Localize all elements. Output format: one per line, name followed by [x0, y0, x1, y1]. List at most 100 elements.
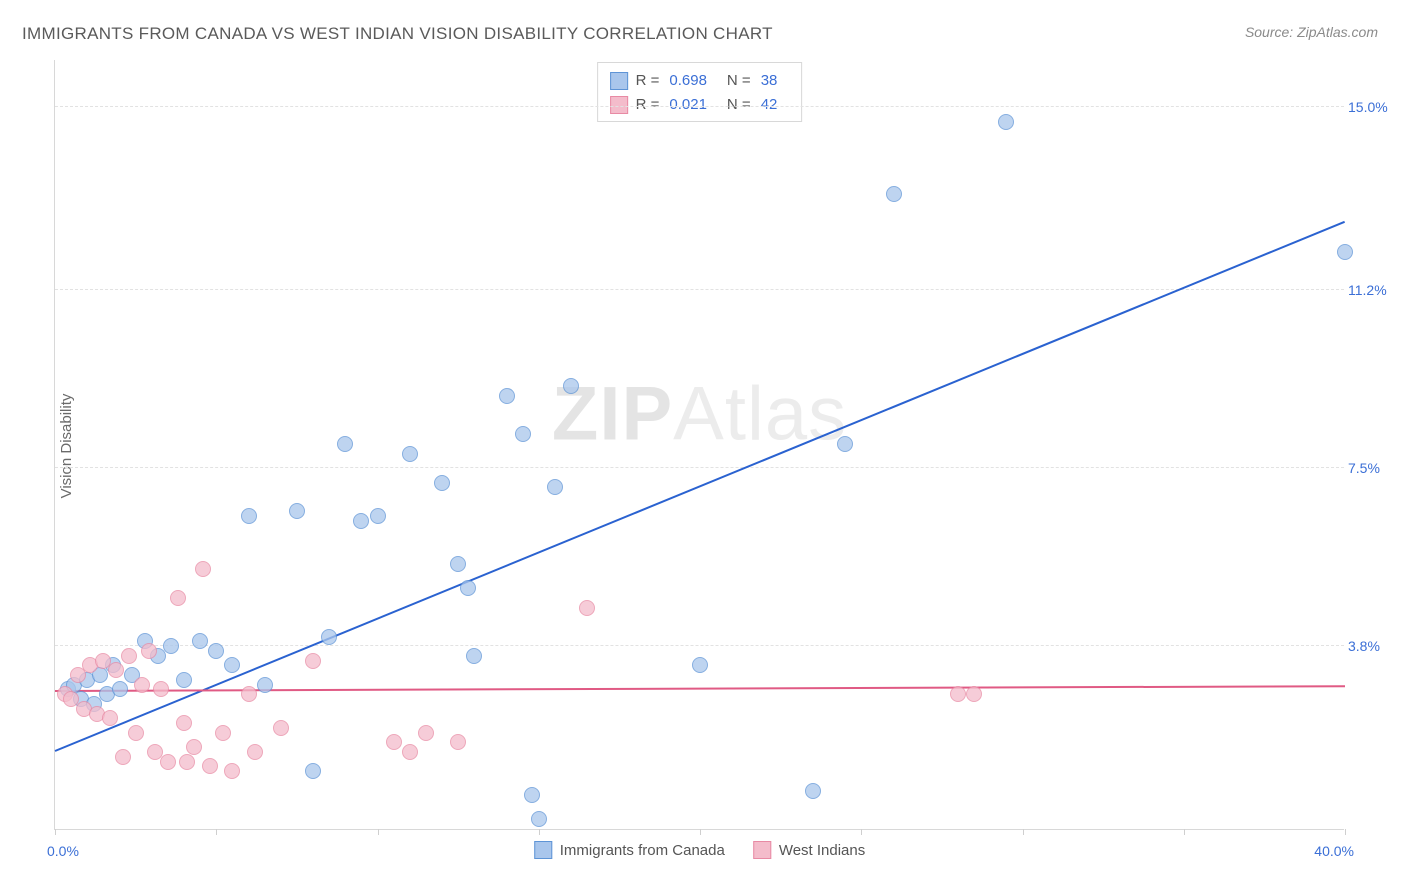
legend-r-canada: 0.698	[669, 69, 707, 93]
legend-n-westindian: 42	[761, 93, 778, 117]
data-point-canada	[450, 556, 466, 572]
data-point-west-indians	[141, 643, 157, 659]
legend-bottom-label-canada: Immigrants from Canada	[560, 842, 725, 859]
data-point-canada	[515, 426, 531, 442]
data-point-west-indians	[202, 758, 218, 774]
data-point-canada	[434, 475, 450, 491]
data-point-west-indians	[418, 725, 434, 741]
data-point-west-indians	[153, 681, 169, 697]
legend-r-westindian: 0.021	[669, 93, 707, 117]
legend-bottom-item-canada: Immigrants from Canada	[534, 841, 725, 859]
y-tick-label: 11.2%	[1348, 282, 1396, 298]
x-tick	[216, 829, 217, 835]
x-tick	[55, 829, 56, 835]
x-tick	[700, 829, 701, 835]
data-point-canada	[321, 629, 337, 645]
data-point-west-indians	[450, 734, 466, 750]
data-point-west-indians	[273, 720, 289, 736]
x-max-label: 40.0%	[1314, 843, 1354, 859]
data-point-west-indians	[179, 754, 195, 770]
y-tick-label: 3.8%	[1348, 638, 1396, 654]
data-point-west-indians	[195, 561, 211, 577]
legend-swatch-canada	[610, 72, 628, 90]
data-point-west-indians	[134, 677, 150, 693]
gridline	[55, 106, 1344, 107]
data-point-west-indians	[170, 590, 186, 606]
data-point-canada	[837, 436, 853, 452]
gridline	[55, 467, 1344, 468]
x-tick	[378, 829, 379, 835]
chart-title: IMMIGRANTS FROM CANADA VS WEST INDIAN VI…	[22, 24, 773, 44]
data-point-canada	[257, 677, 273, 693]
data-point-west-indians	[186, 739, 202, 755]
gridline	[55, 289, 1344, 290]
x-tick	[1023, 829, 1024, 835]
data-point-canada	[466, 648, 482, 664]
data-point-canada	[305, 763, 321, 779]
x-min-label: 0.0%	[47, 843, 79, 859]
data-point-canada	[353, 513, 369, 529]
data-point-west-indians	[108, 662, 124, 678]
legend-r-label: R =	[636, 93, 660, 117]
watermark-rest: Atlas	[673, 371, 847, 456]
data-point-west-indians	[121, 648, 137, 664]
data-point-canada	[163, 638, 179, 654]
data-point-canada	[998, 114, 1014, 130]
data-point-canada	[531, 811, 547, 827]
data-point-canada	[524, 787, 540, 803]
x-tick	[1184, 829, 1185, 835]
data-point-canada	[112, 681, 128, 697]
legend-n-canada: 38	[761, 69, 778, 93]
data-point-canada	[692, 657, 708, 673]
data-point-canada	[499, 388, 515, 404]
data-point-west-indians	[102, 710, 118, 726]
data-point-canada	[563, 378, 579, 394]
plot-area: ZIPAtlas R = 0.698 N = 38 R = 0.021 N = …	[54, 60, 1344, 830]
x-tick	[861, 829, 862, 835]
data-point-west-indians	[115, 749, 131, 765]
data-point-canada	[289, 503, 305, 519]
data-point-west-indians	[215, 725, 231, 741]
data-point-canada	[337, 436, 353, 452]
data-point-canada	[192, 633, 208, 649]
data-point-west-indians	[402, 744, 418, 760]
data-point-west-indians	[386, 734, 402, 750]
legend-n-label: N =	[727, 93, 751, 117]
legend-n-label: N =	[727, 69, 751, 93]
data-point-canada	[176, 672, 192, 688]
legend-bottom-swatch-canada	[534, 841, 552, 859]
gridline	[55, 645, 1344, 646]
data-point-west-indians	[241, 686, 257, 702]
data-point-canada	[1337, 244, 1353, 260]
x-tick	[1345, 829, 1346, 835]
legend-swatch-westindian	[610, 96, 628, 114]
legend-top: R = 0.698 N = 38 R = 0.021 N = 42	[597, 62, 803, 122]
data-point-west-indians	[966, 686, 982, 702]
data-point-canada	[370, 508, 386, 524]
source-label: Source: ZipAtlas.com	[1245, 24, 1378, 40]
data-point-canada	[402, 446, 418, 462]
data-point-canada	[547, 479, 563, 495]
legend-bottom-label-westindian: West Indians	[779, 842, 865, 859]
legend-r-label: R =	[636, 69, 660, 93]
legend-bottom-item-westindian: West Indians	[753, 841, 865, 859]
legend-row-westindian: R = 0.021 N = 42	[610, 93, 790, 117]
data-point-canada	[208, 643, 224, 659]
data-point-west-indians	[950, 686, 966, 702]
data-point-canada	[805, 783, 821, 799]
x-tick	[539, 829, 540, 835]
data-point-west-indians	[128, 725, 144, 741]
data-point-canada	[224, 657, 240, 673]
data-point-canada	[241, 508, 257, 524]
data-point-canada	[886, 186, 902, 202]
legend-row-canada: R = 0.698 N = 38	[610, 69, 790, 93]
y-tick-label: 7.5%	[1348, 460, 1396, 476]
data-point-canada	[460, 580, 476, 596]
y-tick-label: 15.0%	[1348, 99, 1396, 115]
data-point-west-indians	[224, 763, 240, 779]
data-point-west-indians	[305, 653, 321, 669]
data-point-west-indians	[176, 715, 192, 731]
legend-bottom-swatch-westindian	[753, 841, 771, 859]
data-point-west-indians	[160, 754, 176, 770]
data-point-west-indians	[579, 600, 595, 616]
